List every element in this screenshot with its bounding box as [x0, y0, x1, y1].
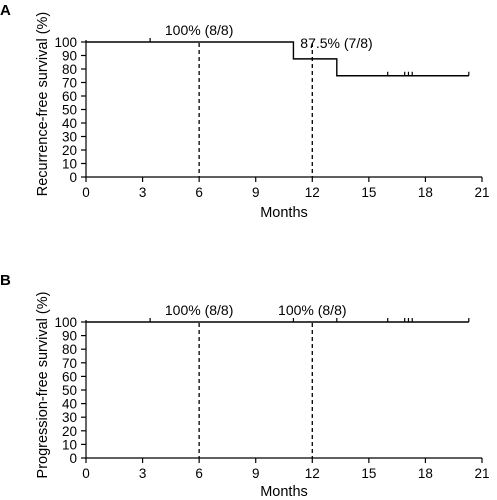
- panel-letter-b: B: [0, 272, 11, 289]
- y-axis-label: Recurrence-free survival (%): [35, 12, 51, 197]
- y-tick-label: 20: [62, 143, 77, 158]
- y-tick-label: 50: [62, 103, 77, 118]
- x-tick-label: 0: [82, 466, 90, 481]
- x-tick-label: 9: [252, 466, 260, 481]
- x-tick-label: 21: [474, 466, 489, 481]
- y-tick-label: 80: [62, 62, 77, 77]
- survival-rate-label: 100% (8/8): [165, 302, 233, 318]
- y-tick-label: 10: [62, 157, 77, 172]
- y-tick-label: 50: [62, 383, 77, 398]
- x-axis-label: Months: [260, 205, 308, 221]
- y-tick-label: 30: [62, 130, 77, 145]
- y-tick-label: 100: [54, 315, 77, 330]
- x-tick-label: 6: [195, 466, 203, 481]
- survival-rate-label: 100% (8/8): [165, 22, 233, 38]
- y-tick-label: 40: [62, 116, 77, 131]
- x-tick-label: 3: [139, 185, 147, 200]
- y-tick-label: 60: [62, 369, 77, 384]
- y-tick-label: 40: [62, 397, 77, 412]
- survival-rate-label: 100% (8/8): [278, 302, 346, 318]
- y-tick-label: 100: [54, 35, 77, 50]
- panel-letter-a: A: [0, 2, 11, 19]
- x-tick-label: 15: [361, 466, 376, 481]
- x-tick-label: 15: [361, 185, 376, 200]
- x-tick-label: 6: [195, 185, 203, 200]
- x-tick-label: 21: [474, 185, 489, 200]
- y-tick-label: 20: [62, 424, 77, 439]
- y-tick-label: 70: [62, 76, 77, 91]
- survival-rate-label: 87.5% (7/8): [300, 35, 372, 51]
- x-tick-label: 18: [418, 466, 433, 481]
- y-tick-label: 70: [62, 356, 77, 371]
- x-tick-label: 12: [305, 185, 320, 200]
- x-axis-label: Months: [260, 484, 308, 500]
- recurrence-free-survival-panel: A Recurrence-free survival (%) Months 01…: [0, 2, 490, 221]
- x-tick-label: 0: [82, 185, 90, 200]
- progression-free-survival-panel: B Progression-free survival (%) Months 0…: [0, 272, 490, 500]
- x-tick-label: 3: [139, 466, 147, 481]
- x-tick-label: 18: [418, 185, 433, 200]
- y-tick-label: 80: [62, 342, 77, 357]
- y-tick-label: 90: [62, 49, 77, 64]
- y-tick-label: 30: [62, 410, 77, 425]
- x-tick-label: 12: [305, 466, 320, 481]
- y-tick-label: 90: [62, 329, 77, 344]
- y-tick-label: 0: [69, 170, 77, 185]
- y-tick-label: 0: [69, 451, 77, 466]
- y-tick-label: 60: [62, 89, 77, 104]
- survival-curve: [86, 41, 469, 77]
- y-tick-label: 10: [62, 437, 77, 452]
- y-axis-label: Progression-free survival (%): [35, 292, 51, 479]
- x-tick-label: 9: [252, 185, 260, 200]
